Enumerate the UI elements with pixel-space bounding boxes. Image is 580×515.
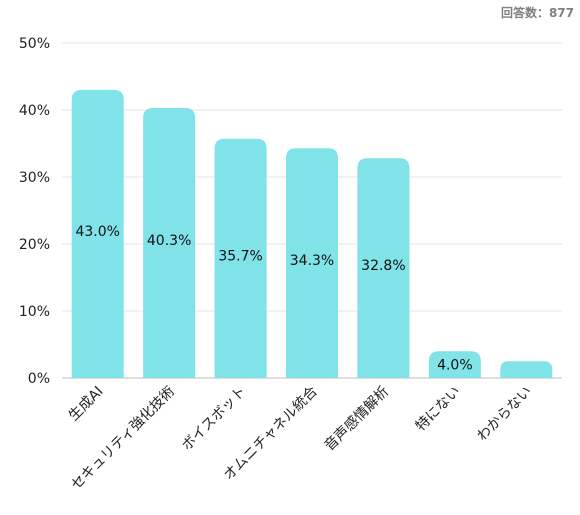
y-tick-label: 30% xyxy=(19,170,50,186)
y-tick-label: 10% xyxy=(19,304,50,320)
data-label: 4.0% xyxy=(437,358,473,374)
x-category-label: わからない xyxy=(474,384,535,445)
y-tick-label: 20% xyxy=(19,237,50,253)
x-category-label: 音声感情解析 xyxy=(321,383,392,454)
bar xyxy=(71,89,124,379)
bar xyxy=(357,158,410,378)
data-label: 34.3% xyxy=(290,253,334,269)
bar xyxy=(286,148,338,378)
bar xyxy=(428,351,481,378)
x-category-label: 特にない xyxy=(413,384,464,435)
x-category-label: 生成AI xyxy=(66,384,107,425)
x-category-label: ボイスボット xyxy=(179,384,249,454)
y-tick-label: 0% xyxy=(28,371,50,387)
data-label: 40.3% xyxy=(147,233,191,249)
y-tick-label: 50% xyxy=(19,36,50,52)
bar xyxy=(143,107,196,379)
respondents-count: 回答数：877 xyxy=(500,6,574,20)
bar xyxy=(500,361,553,378)
y-tick-label: 40% xyxy=(19,103,50,119)
data-label: 32.8% xyxy=(361,258,405,274)
data-label: 43.0% xyxy=(75,224,119,240)
bar xyxy=(214,138,267,378)
data-label: 35.7% xyxy=(218,248,262,264)
